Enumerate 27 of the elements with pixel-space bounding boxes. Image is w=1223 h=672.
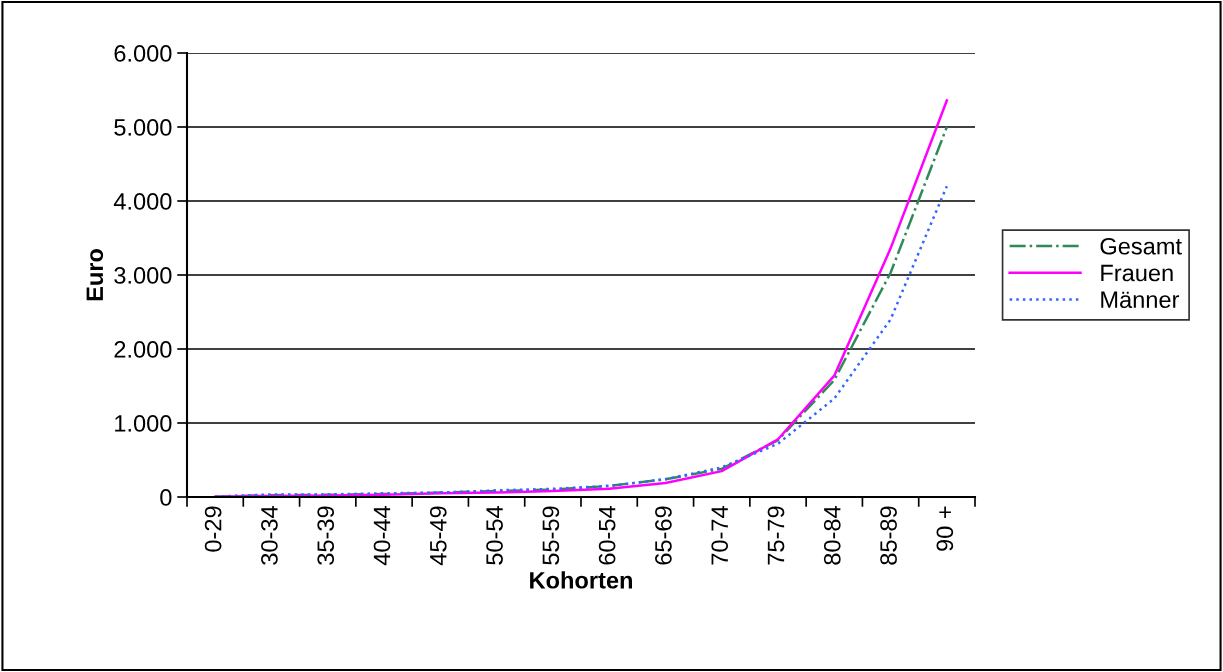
y-tick-label: 5.000	[114, 119, 172, 136]
legend-label: Gesamt	[1100, 237, 1182, 255]
x-tick-label: 85-89	[880, 506, 897, 565]
x-tick-label: 35-39	[317, 506, 335, 565]
legend-label: Frauen	[1101, 264, 1173, 282]
x-tick-label: 65-69	[655, 506, 672, 565]
x-tick-label: 75-79	[767, 506, 785, 565]
x-tick-label: 50-54	[486, 506, 503, 565]
x-tick-label: 30-34	[261, 506, 278, 565]
x-tick-label: 60-54	[598, 506, 616, 565]
x-tick-label: 45-49	[429, 506, 447, 566]
y-tick-label: 3.000	[114, 267, 172, 284]
x-tick-label: 40-44	[373, 506, 391, 566]
x-axis-title: Kohorten	[530, 571, 632, 589]
x-tick-label: 0-29	[204, 506, 222, 552]
x-tick-label: 80-84	[823, 506, 841, 565]
y-tick-label: 1.000	[115, 415, 172, 432]
y-axis-title: Euro	[86, 249, 104, 301]
y-tick-label: 4.000	[113, 193, 172, 210]
line-series	[213, 184, 949, 497]
legend-label: Männer	[1101, 291, 1180, 309]
x-tick-label: 55-59	[542, 506, 560, 565]
x-tick-label: 70-74	[711, 506, 729, 565]
y-tick-label: 2.000	[114, 341, 172, 358]
x-tick-label: 90 +	[936, 506, 954, 551]
y-tick-label: 0	[160, 489, 172, 506]
y-tick-label: 6.000	[114, 45, 172, 62]
